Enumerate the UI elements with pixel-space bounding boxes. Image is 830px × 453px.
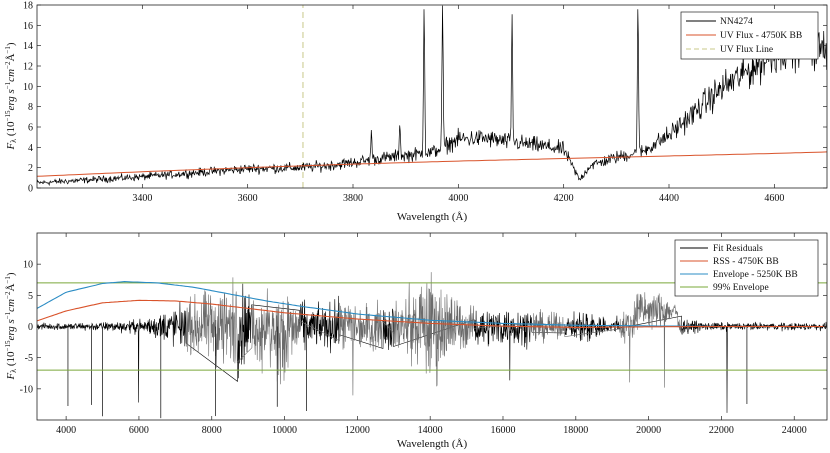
series-bb-4750 [37, 151, 827, 177]
y-tick-label: 6 [28, 123, 33, 134]
legend-99-envelope: 99% Envelope [713, 283, 769, 293]
y-tick-label: 12 [23, 62, 33, 73]
bottom-legend: Fit Residuals RSS - 4750K BB Envelope - … [674, 239, 819, 297]
legend-nn4274: NN4274 [720, 17, 753, 27]
y-tick-label: 0 [28, 322, 33, 333]
x-tick-label: 4000 [56, 425, 76, 436]
y-tick-label: -5 [25, 353, 33, 364]
top-panel: 3400 3600 3800 4000 4200 4400 4600 0 2 4 6 8 10 12 14 1… [4, 1, 828, 223]
y-tick-label: 4 [28, 143, 33, 154]
legend-uv-flux-line: UV Flux Line [720, 45, 773, 55]
bottom-panel: 4000 6000 8000 10000 12000 14000 16000 18000 200… [4, 232, 828, 450]
series-fit-residuals [37, 283, 827, 413]
y-tick-label: -10 [20, 384, 33, 395]
y-tick-label: 5 [28, 291, 33, 302]
series-nn4274 [37, 5, 827, 187]
y-tick-label: 10 [23, 82, 33, 93]
y-tick-label: 18 [23, 1, 33, 12]
x-tick-label: 22000 [709, 425, 734, 436]
y-tick-label: 0 [28, 184, 33, 195]
x-tick-label: 16000 [490, 425, 515, 436]
y-tick-label: 8 [28, 102, 33, 113]
x-tick-label: 4200 [554, 193, 574, 204]
x-tick-label: 4400 [659, 193, 679, 204]
x-tick-label: 18000 [563, 425, 588, 436]
legend-fit-residuals: Fit Residuals [713, 244, 763, 254]
legend-envelope-5250: Envelope - 5250K BB [713, 270, 798, 280]
x-tick-label: 4000 [448, 193, 468, 204]
bottom-ylabel: Fλ (10−15erg s−1cm−2Å−1) [4, 272, 18, 380]
x-tick-label: 12000 [345, 425, 370, 436]
x-tick-label: 8000 [202, 425, 222, 436]
x-tick-label: 24000 [782, 425, 807, 436]
legend-bb-4750: UV Flux - 4750K BB [720, 31, 802, 41]
x-tick-label: 6000 [129, 425, 149, 436]
top-ylabel: Fλ (10−15erg s−1cm−2Å−1) [4, 42, 18, 150]
x-tick-label: 20000 [636, 425, 661, 436]
x-tick-label: 3800 [343, 193, 363, 204]
legend-rss-4750: RSS - 4750K BB [713, 257, 779, 267]
bottom-ticks: 4000 6000 8000 10000 12000 14000 16000 18000 200… [20, 233, 827, 436]
series-fit-residuals-masked [186, 272, 682, 396]
top-ticks: 3400 3600 3800 4000 4200 4400 4600 0 2 4 6 8 10 12 14 1… [23, 1, 827, 204]
y-tick-label: 2 [28, 163, 33, 174]
x-tick-label: 4600 [764, 193, 784, 204]
y-tick-label: 16 [23, 21, 33, 32]
x-tick-label: 14000 [418, 425, 443, 436]
top-axes-frame [36, 4, 828, 189]
x-tick-label: 10000 [272, 425, 297, 436]
top-legend: NN4274 UV Flux - 4750K BB UV Flux Line [680, 11, 819, 60]
bottom-xlabel: Wavelength (Å) [397, 438, 468, 450]
x-tick-label: 3400 [132, 193, 152, 204]
x-tick-label: 3600 [238, 193, 258, 204]
y-tick-label: 10 [23, 260, 33, 271]
top-xlabel: Wavelength (Å) [397, 211, 468, 223]
series-rss-4750 [37, 299, 826, 328]
y-tick-label: 14 [23, 41, 33, 52]
top-plot-area [37, 5, 827, 188]
